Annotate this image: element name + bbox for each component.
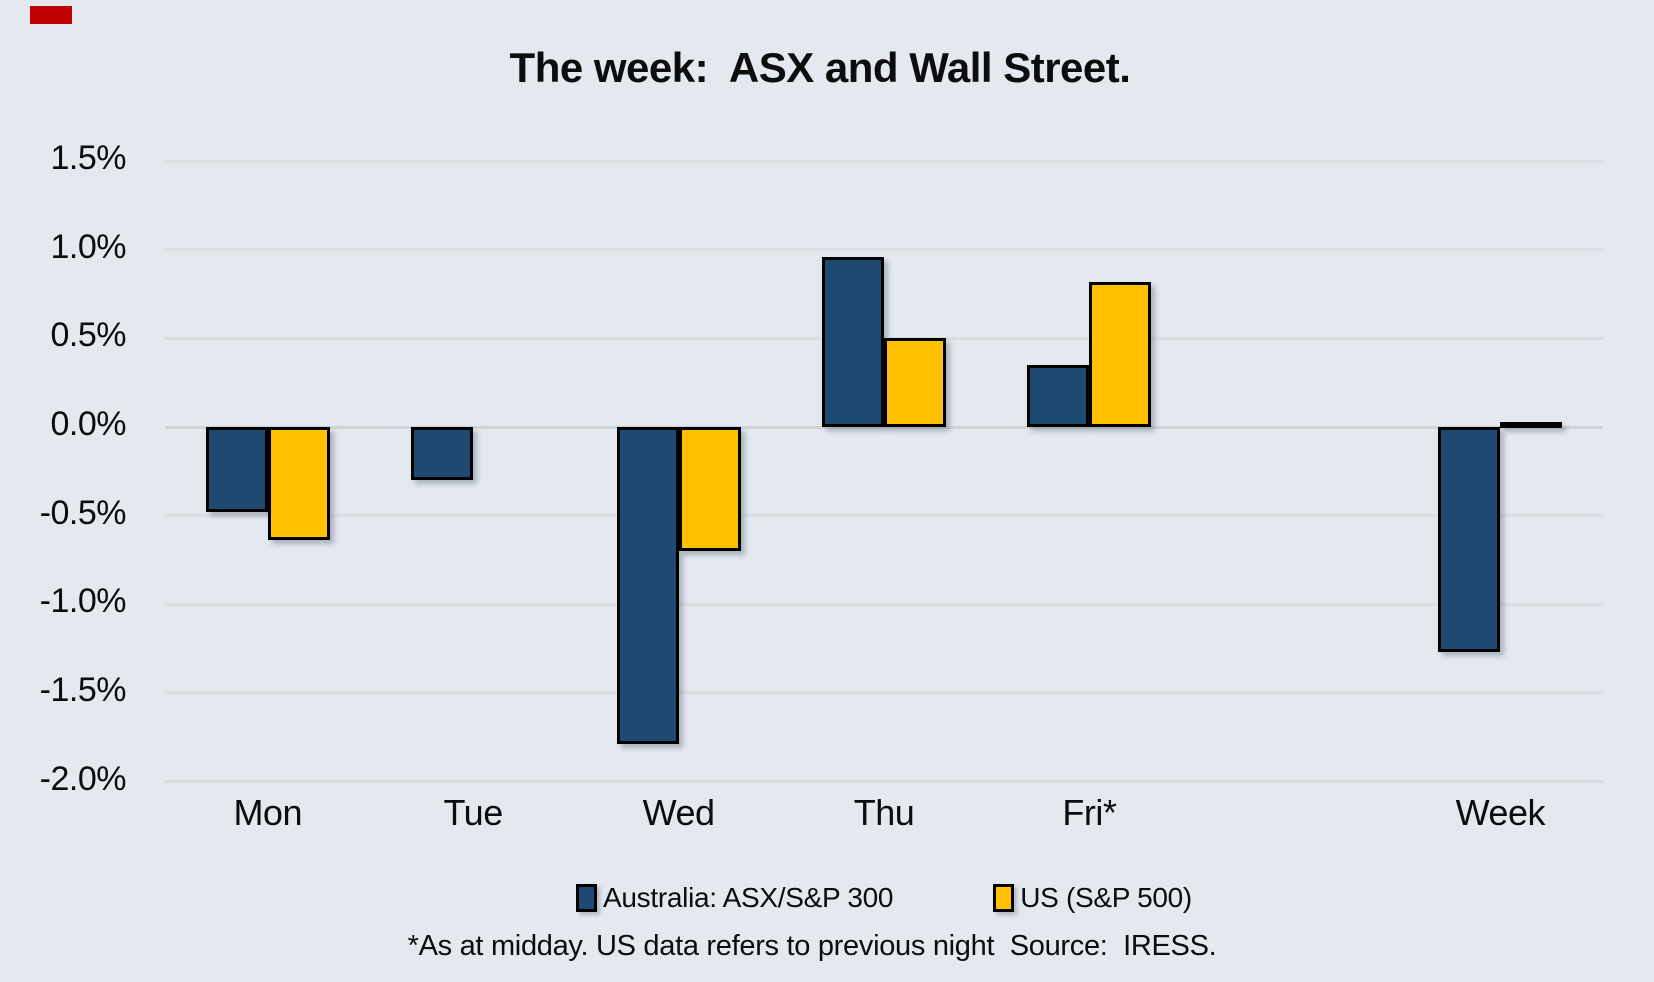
legend-label: Australia: ASX/S&P 300 <box>603 882 894 913</box>
legend-item: US (S&P 500) <box>993 882 1192 914</box>
bar-Wed-us <box>678 427 741 552</box>
legend-swatch-icon <box>993 884 1015 912</box>
y-tick-label: 1.5% <box>50 139 127 177</box>
y-tick-label: -0.5% <box>39 493 127 532</box>
y-tick-label: -1.5% <box>39 670 127 709</box>
bar-Week-aus <box>1438 427 1501 653</box>
x-label-Week: Week <box>1455 792 1546 833</box>
y-tick-label: -2.0% <box>39 759 127 798</box>
gridline--0.5% <box>165 514 1603 518</box>
x-label-Mon: Mon <box>233 792 302 833</box>
bar-Wed-aus <box>616 427 679 745</box>
bar-Thu-us <box>884 338 946 427</box>
red-corner-mark <box>30 6 72 24</box>
bar-Mon-aus <box>205 427 268 513</box>
gridline-1.5% <box>165 159 1603 163</box>
bar-Mon-us <box>267 427 330 541</box>
bar-Fri-us <box>1089 281 1152 427</box>
x-label-Tue: Tue <box>443 792 504 833</box>
chart-title: The week: ASX and Wall Street. <box>509 44 1131 91</box>
bar-Fri-aus <box>1027 364 1090 427</box>
legend-item: Australia: ASX/S&P 300 <box>576 882 894 914</box>
y-tick-label: 0.0% <box>50 405 127 443</box>
bar-Week-us <box>1500 422 1563 428</box>
x-label-Fri: Fri* <box>1062 792 1117 833</box>
gridline-1.0% <box>165 248 1603 252</box>
gridline--1.0% <box>165 602 1603 606</box>
gridline--1.5% <box>165 691 1603 695</box>
x-label-Thu: Thu <box>853 792 915 833</box>
footnote-source-text: *As at midday. US data refers to previou… <box>407 930 1217 962</box>
legend-label: US (S&P 500) <box>1020 882 1192 913</box>
bar-Thu-aus <box>822 256 884 427</box>
y-tick-label: 1.0% <box>50 227 127 266</box>
legend: Australia: ASX/S&P 300 US (S&P 500) <box>165 882 1603 914</box>
gridline--2.0% <box>165 780 1603 784</box>
x-label-Wed: Wed <box>642 792 715 833</box>
bar-Tue-aus <box>411 427 474 481</box>
y-tick-label: -1.0% <box>39 582 127 621</box>
gridline-0.0% <box>165 425 1603 429</box>
legend-swatch-icon <box>576 884 598 912</box>
y-tick-label: 0.5% <box>50 316 127 355</box>
